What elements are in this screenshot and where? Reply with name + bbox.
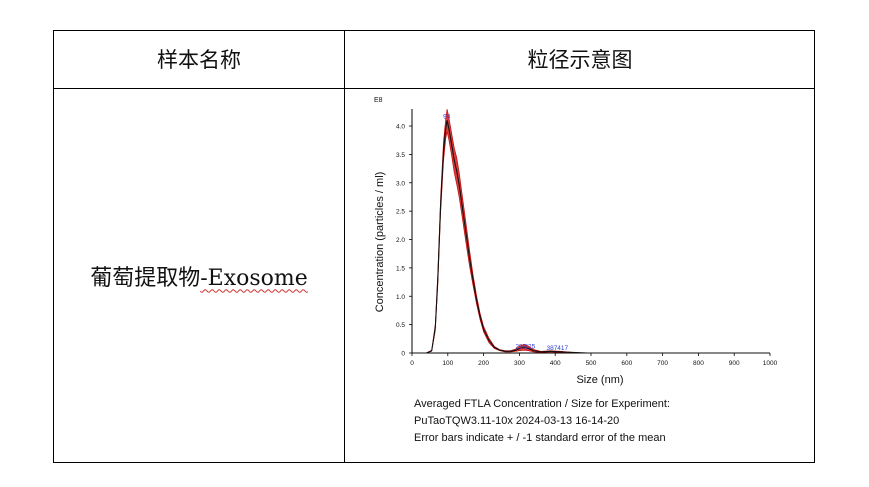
y-tick-label: 4.0 bbox=[396, 124, 405, 131]
y-tick-label: 1.0 bbox=[396, 294, 405, 301]
caption-title: Averaged FTLA Concentration / Size for E… bbox=[414, 398, 670, 410]
peak-label: 417 bbox=[557, 345, 568, 352]
peak-label: 325 bbox=[524, 344, 535, 351]
chart-ticks: 0 100 200 300 400 500 600 700 800 900 1000 0 0.5 1.0 1… bbox=[396, 124, 778, 367]
series-line-group bbox=[412, 120, 770, 354]
chart-caption: Averaged FTLA Concentration / Size for E… bbox=[414, 396, 670, 447]
y-axis-label: Concentration (particles / ml) bbox=[374, 172, 386, 313]
table-right-border bbox=[814, 30, 815, 463]
x-tick-label: 400 bbox=[550, 360, 561, 367]
header-size-diagram-text: 粒径示意图 bbox=[527, 48, 633, 72]
sample-name: 葡萄提取物-Exosome bbox=[90, 260, 308, 292]
peak-label: 387 bbox=[547, 345, 558, 352]
y-tick-label: 1.5 bbox=[396, 265, 405, 272]
caption-note: Error bars indicate + / -1 standard erro… bbox=[414, 432, 666, 444]
x-axis-label: Size (nm) bbox=[576, 374, 623, 386]
peak-label: 298 bbox=[515, 344, 526, 351]
y-tick-label: 2.0 bbox=[396, 237, 405, 244]
sample-name-cell: 葡萄提取物-Exosome bbox=[53, 88, 345, 463]
y-tick-label: 2.5 bbox=[396, 209, 405, 216]
sample-name-en: -Exosome bbox=[200, 265, 308, 291]
header-sample-name-text: 样本名称 bbox=[157, 48, 241, 72]
error-band bbox=[412, 108, 770, 354]
x-tick-label: 800 bbox=[693, 360, 704, 367]
header-size-diagram: 粒径示意图 bbox=[345, 30, 815, 88]
y-tick-label: 3.5 bbox=[396, 152, 405, 159]
table-bottom-border bbox=[53, 462, 815, 463]
y-exponent-label: E8 bbox=[374, 97, 383, 104]
caption-experiment: PuTaoTQW3.11-10x 2024-03-13 16-14-20 bbox=[414, 415, 620, 427]
x-tick-label: 500 bbox=[586, 360, 597, 367]
y-tick-label: 3.0 bbox=[396, 180, 405, 187]
y-tick-label: 0.5 bbox=[396, 322, 405, 329]
x-tick-label: 0 bbox=[410, 360, 414, 367]
sample-name-cn: 葡萄提取物 bbox=[90, 265, 201, 291]
x-tick-label: 600 bbox=[621, 360, 632, 367]
peak-label: 98 bbox=[443, 113, 451, 120]
x-tick-label: 100 bbox=[442, 360, 453, 367]
x-tick-label: 1000 bbox=[763, 360, 778, 367]
table-header-divider bbox=[53, 88, 815, 89]
header-sample-name: 样本名称 bbox=[53, 30, 345, 88]
table-column-divider bbox=[344, 30, 345, 463]
x-tick-label: 200 bbox=[478, 360, 489, 367]
x-tick-label: 300 bbox=[514, 360, 525, 367]
particle-size-chart: E8 Concentration (particles / ml) Size (… bbox=[374, 97, 778, 386]
x-tick-label: 700 bbox=[657, 360, 668, 367]
table-left-border bbox=[53, 30, 54, 463]
y-tick-label: 0 bbox=[401, 351, 405, 358]
error-band-group bbox=[412, 108, 770, 354]
table-top-border bbox=[53, 30, 815, 31]
x-tick-label: 900 bbox=[729, 360, 740, 367]
mean-line bbox=[412, 120, 770, 354]
